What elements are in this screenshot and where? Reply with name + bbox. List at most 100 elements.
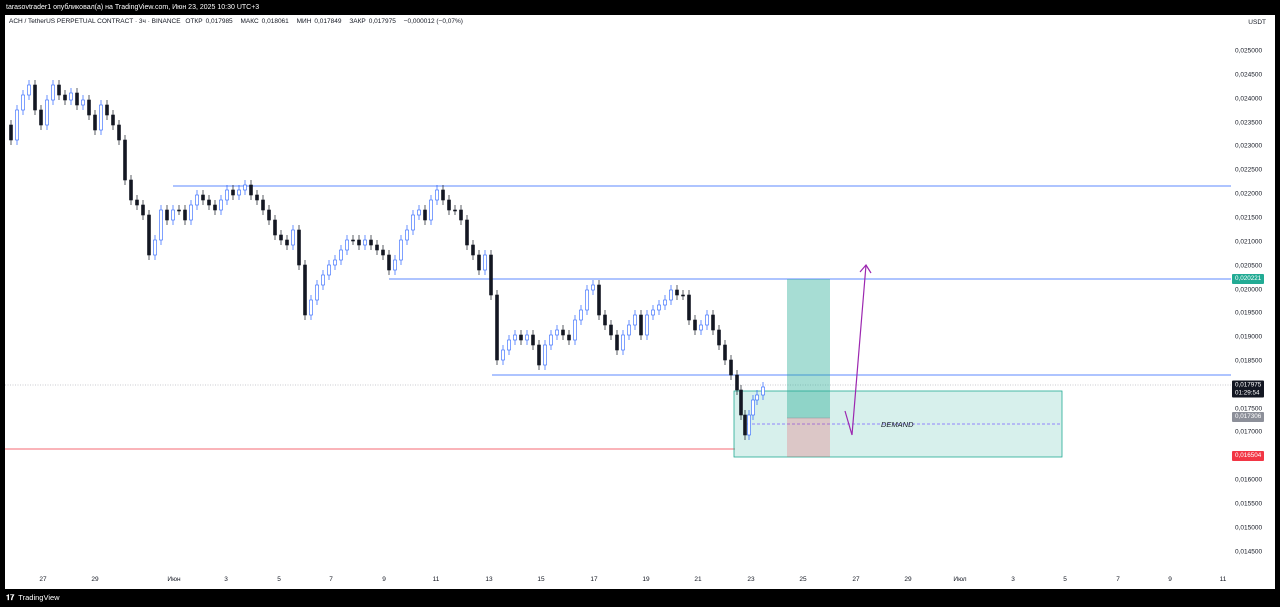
candle-body [255,194,259,201]
open-label: ОТКР [185,18,203,25]
candle-body [9,124,13,141]
price-tick: 0,022000 [1235,190,1263,198]
candle-body [27,84,31,96]
price-chart[interactable]: DEMAND [5,15,1275,589]
time-tick: 15 [537,576,545,583]
time-tick: 11 [1219,576,1227,583]
candle-body [525,334,529,341]
candle-body [309,299,313,316]
price-tick: 0,024000 [1235,95,1263,103]
candle-body [339,249,343,261]
symbol-legend: ACH / TetherUS PERPETUAL CONTRACT · 3ч ·… [9,18,466,25]
candle-body [327,264,331,276]
footer-brand[interactable]: TradingView [18,593,60,602]
candle-body [477,254,481,271]
symbol-title[interactable]: ACH / TetherUS PERPETUAL CONTRACT · 3ч ·… [9,18,181,25]
ohlc-low: МИН 0,017849 [297,18,345,25]
candle-body [675,289,679,296]
candle-body [555,329,559,336]
candle-body [435,189,439,201]
candle-body [417,209,421,216]
candle-body [225,189,229,201]
time-tick: 9 [382,576,386,583]
low-value: 0,017849 [314,18,342,25]
candle-body [453,209,457,212]
candle-body [489,254,493,296]
candle-body [333,259,337,266]
open-value: 0,017985 [205,18,233,25]
candle-body [761,386,765,396]
candle-body [513,334,517,341]
price-tick: 0,020000 [1235,286,1263,294]
candle-body [633,314,637,326]
current-price-label: 0,017975 01:29:54 [1232,380,1265,398]
price-tick: 0,017500 [1235,405,1263,413]
price-tick: 0,023500 [1235,119,1263,127]
candle-body [747,414,751,436]
currency-label[interactable]: USDT [1248,19,1266,26]
candle-body [243,184,247,191]
candle-body [189,204,193,221]
candle-body [441,189,445,201]
candle-body [751,399,755,416]
time-axis[interactable]: 27 29 Июн 3 5 7 9 11 13 15 17 19 21 23 25 27 29 Июл 3 5 7 9 11 [5,573,1231,589]
candle-body [123,139,127,181]
candle-body [69,92,73,101]
price-tick: 0,021000 [1235,238,1263,246]
ohlc-open: ОТКР 0,017985 [185,18,235,25]
resistance-price-label: 0,020221 [1232,274,1265,284]
price-tick: 0,020500 [1235,262,1263,270]
footer-bar: 𝟏𝟕 TradingView [0,589,1280,607]
tradingview-logo-icon[interactable]: 𝟏𝟕 [6,593,15,602]
candle-body [75,92,79,106]
price-tick: 0,023000 [1235,142,1263,150]
candle-body [285,239,289,246]
time-tick: 7 [1116,576,1120,583]
candle-body [357,239,361,246]
projection-arrow [844,264,867,436]
candle-body [183,209,187,221]
candle-body [609,324,613,336]
close-label: ЗАКР [349,18,366,25]
price-tick: 0,019500 [1235,309,1263,317]
time-tick: 7 [329,576,333,583]
candle-body [45,99,49,126]
candle-body [15,109,19,141]
candle-body [447,199,451,211]
price-tick: 0,018500 [1235,357,1263,365]
time-tick: 13 [485,576,493,583]
candle-body [249,184,253,196]
candle-body [627,324,631,336]
candle-body [261,199,265,211]
price-axis[interactable]: 0,025000 0,024500 0,024000 0,023500 0,023000… [1231,15,1275,575]
candle-body [459,209,463,221]
ohlc-high: МАКС 0,018061 [241,18,292,25]
ohlc-close: ЗАКР 0,017975 [349,18,399,25]
candle-body [129,179,133,201]
candle-body [645,314,649,336]
current-price-value: 0,017975 [1235,381,1262,389]
candle-body [639,314,643,336]
candle-body [381,249,385,256]
candle-body [705,314,709,326]
candle-body [135,199,139,206]
candle-body [21,94,25,111]
stop-price-label: 0,016504 [1232,451,1265,461]
price-tick: 0,019000 [1235,333,1263,341]
time-tick: 21 [694,576,702,583]
time-tick: Июл [953,576,967,583]
price-tick: 0,015000 [1235,524,1263,532]
time-tick: 29 [91,576,99,583]
candle-body [201,194,205,201]
candle-body [267,209,271,221]
price-tick: 0,016000 [1235,476,1263,484]
candle-body [405,229,409,241]
time-tick: 3 [224,576,228,583]
candle-body [213,204,217,211]
candle-body [603,314,607,326]
candle-body [597,284,601,316]
target-zone [787,279,830,418]
chart-pane[interactable]: DEMAND ACH / TetherUS PERPETUAL CONTRACT… [5,15,1275,589]
price-tick: 0,021500 [1235,214,1263,222]
candle-body [369,239,373,246]
